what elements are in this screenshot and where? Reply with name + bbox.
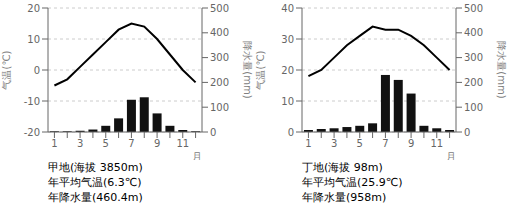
svg-text:气温(℃): 气温(℃) — [255, 50, 266, 89]
svg-text:1: 1 — [305, 138, 311, 149]
svg-text:5: 5 — [103, 138, 109, 149]
svg-text:5: 5 — [357, 138, 363, 149]
svg-text:11: 11 — [176, 138, 189, 149]
svg-text:40: 40 — [281, 3, 294, 14]
html-text:年平均气温(6.3℃): 年平均气温(6.3℃) — [48, 176, 142, 189]
svg-text:500: 500 — [464, 3, 483, 14]
svg-text:0: 0 — [464, 127, 470, 138]
svg-text:0: 0 — [34, 65, 40, 76]
svg-text:20: 20 — [27, 3, 40, 14]
svg-text:300: 300 — [210, 52, 229, 63]
svg-text:气温(℃): 气温(℃) — [8, 50, 12, 89]
svg-text:300: 300 — [464, 52, 483, 63]
svg-text:10: 10 — [27, 34, 40, 45]
svg-text:月: 月 — [192, 151, 202, 160]
svg-text:20: 20 — [281, 65, 294, 76]
html-text:年降水量(958m): 年降水量(958m) — [302, 191, 387, 204]
svg-text:3: 3 — [331, 138, 337, 149]
svg-text:11: 11 — [430, 138, 443, 149]
html-text:年降水量(460.4m): 年降水量(460.4m) — [48, 191, 143, 204]
svg-text:200: 200 — [210, 77, 229, 88]
svg-text:10: 10 — [281, 96, 294, 107]
svg-text:-20: -20 — [24, 127, 40, 138]
html-text:甲地(海拔 3850m): 甲地(海拔 3850m) — [48, 161, 143, 174]
svg-text:1: 1 — [51, 138, 57, 149]
svg-text:9: 9 — [154, 138, 160, 149]
svg-text:降水量(mm): 降水量(mm) — [242, 41, 253, 98]
svg-text:月: 月 — [446, 151, 456, 160]
svg-text:3: 3 — [77, 138, 83, 149]
svg-text:9: 9 — [408, 138, 414, 149]
svg-text:7: 7 — [128, 138, 134, 149]
svg-text:0: 0 — [288, 127, 294, 138]
html-text:丁地(海拔 98m): 丁地(海拔 98m) — [302, 161, 383, 174]
svg-text:100: 100 — [464, 102, 483, 113]
svg-text:200: 200 — [464, 77, 483, 88]
svg-text:500: 500 — [210, 3, 229, 14]
html-text:年平均气温(25.9℃): 年平均气温(25.9℃) — [302, 176, 403, 189]
svg-text:400: 400 — [210, 27, 229, 38]
svg-text:100: 100 — [210, 102, 229, 113]
svg-text:降水量(mm): 降水量(mm) — [496, 41, 500, 98]
svg-text:30: 30 — [281, 34, 294, 45]
svg-text:-10: -10 — [24, 96, 40, 107]
svg-text:7: 7 — [382, 138, 388, 149]
svg-text:0: 0 — [210, 127, 216, 138]
svg-text:400: 400 — [464, 27, 483, 38]
